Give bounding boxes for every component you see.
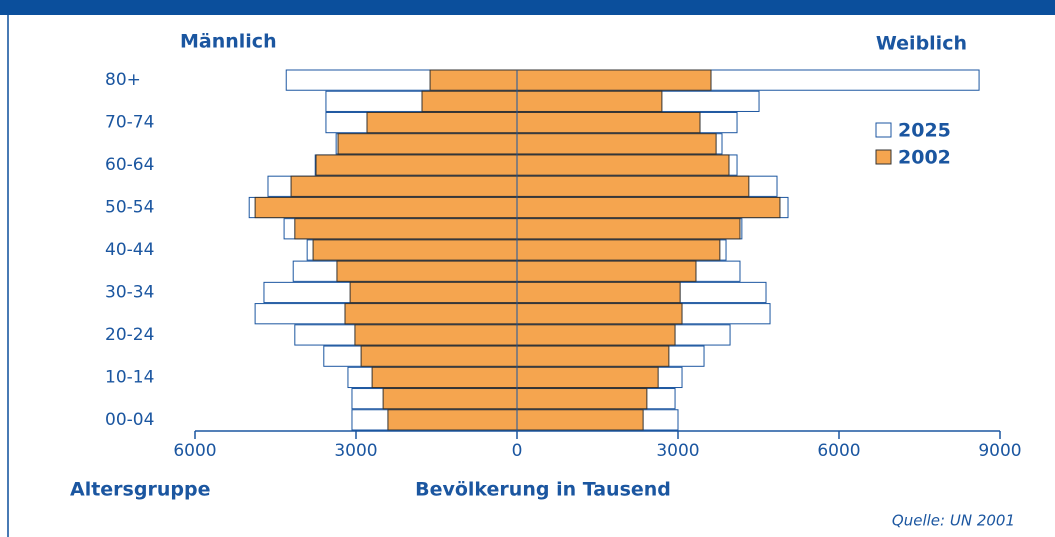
- x-tick-label: 3000: [334, 441, 377, 461]
- bar: [344, 303, 518, 325]
- bar: [516, 218, 741, 240]
- bar: [382, 388, 518, 410]
- bar: [429, 69, 518, 91]
- legend-label: 2002: [898, 147, 951, 169]
- bar: [516, 324, 676, 346]
- y-tick-label: 70-74: [105, 113, 154, 133]
- x-axis-label: Bevölkerung in Tausend: [415, 479, 671, 501]
- bar: [387, 409, 518, 431]
- bar: [516, 281, 681, 304]
- x-tick-label: 9000: [978, 441, 1021, 461]
- bar: [516, 111, 701, 134]
- bar: [315, 154, 518, 176]
- bar: [516, 175, 750, 197]
- legend-label: 2025: [898, 120, 951, 142]
- bar: [354, 324, 518, 346]
- bar: [516, 409, 644, 431]
- bar: [516, 90, 663, 112]
- y-tick-label: 10-14: [105, 367, 154, 387]
- x-tick-label: 6000: [173, 441, 216, 461]
- bar: [516, 345, 670, 367]
- bar: [421, 90, 518, 112]
- bar: [349, 281, 518, 304]
- y-tick-label: 00-04: [105, 410, 154, 430]
- bar: [337, 133, 518, 155]
- bar: [360, 345, 518, 367]
- y-tick-label: 50-54: [105, 198, 154, 218]
- y-tick-label: 60-64: [105, 155, 154, 175]
- x-tick-label: 0: [512, 441, 523, 461]
- bar: [516, 303, 683, 325]
- bar: [516, 69, 712, 91]
- bar: [294, 218, 518, 240]
- bar: [516, 239, 721, 261]
- y-tick-label: 80+: [105, 70, 141, 90]
- bar: [516, 260, 697, 282]
- y-tick-label: 40-44: [105, 240, 154, 260]
- x-tick-label: 6000: [817, 441, 860, 461]
- bar: [516, 366, 659, 389]
- bar: [312, 239, 518, 261]
- bar: [516, 133, 717, 155]
- left-label: Männlich: [180, 31, 277, 53]
- bar: [290, 175, 518, 197]
- bar: [254, 196, 518, 219]
- x-tick-label: 3000: [656, 441, 699, 461]
- y-axis-label: Altersgruppe: [70, 479, 210, 501]
- right-label: Weiblich: [876, 33, 967, 55]
- bar: [516, 196, 781, 219]
- bar: [366, 111, 518, 134]
- source: Quelle: UN 2001: [892, 512, 1015, 530]
- legend-swatch: [875, 122, 892, 138]
- bar: [336, 260, 518, 282]
- y-tick-label: 20-24: [105, 325, 154, 345]
- legend-swatch: [875, 149, 892, 165]
- bar: [516, 154, 730, 176]
- bar: [516, 388, 648, 410]
- top-bar: [0, 0, 1055, 15]
- y-tick-label: 30-34: [105, 282, 154, 302]
- bar: [371, 366, 518, 389]
